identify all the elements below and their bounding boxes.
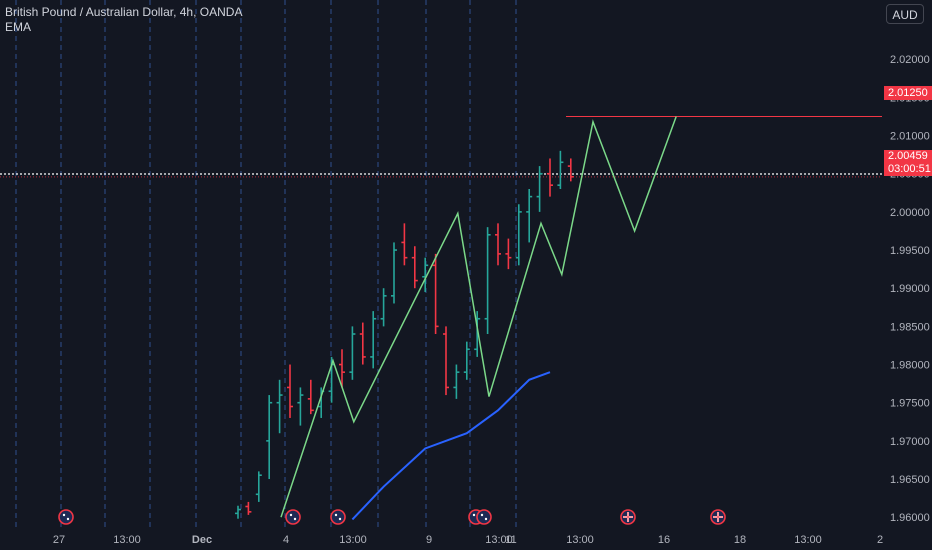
current-price-tag: 2.00459 03:00:51 <box>884 150 932 176</box>
flag-star <box>484 517 488 521</box>
flag-star <box>62 513 66 517</box>
zigzag-line <box>280 116 677 518</box>
price-tick-label: 2.02000 <box>890 54 930 66</box>
price-tick-label: 1.98000 <box>890 360 930 372</box>
time-tick-label: 13:00 <box>113 534 141 546</box>
uk-flag-icon[interactable] <box>620 509 636 525</box>
symbol-title[interactable]: British Pound / Australian Dollar, 4h, O… <box>5 5 243 19</box>
price-tick-label: 1.96000 <box>890 512 930 524</box>
price-tick-label: 1.97500 <box>890 398 930 410</box>
price-tick-label: 2.00000 <box>890 207 930 219</box>
ema-line <box>351 371 551 521</box>
chart-legend: British Pound / Australian Dollar, 4h, O… <box>5 5 242 35</box>
target-price-tag: 2.01250 <box>884 86 932 100</box>
au-flag-icon[interactable] <box>285 509 301 525</box>
time-tick-label: 13:00 <box>485 534 513 546</box>
flag-star <box>293 517 297 521</box>
event-marker-ring <box>330 509 346 525</box>
time-tick-label: 13:00 <box>794 534 822 546</box>
currency-button[interactable]: AUD <box>886 4 924 24</box>
candles <box>235 150 574 519</box>
time-tick-label: 9 <box>426 534 432 546</box>
au-flag-icon[interactable] <box>330 509 346 525</box>
ema-series <box>351 371 551 521</box>
time-tick-label: 11 <box>505 534 516 546</box>
au-flag-icon[interactable] <box>58 509 74 525</box>
time-tick-label: 16 <box>658 534 670 546</box>
au-flag-icon[interactable] <box>476 509 492 525</box>
flag-star <box>472 513 476 517</box>
flag-star <box>338 517 342 521</box>
flag-star <box>480 513 484 517</box>
flag-star <box>66 517 70 521</box>
price-tick-label: 1.97000 <box>890 436 930 448</box>
time-tick-label: 2 <box>877 534 883 546</box>
price-tick-label: 2.01000 <box>890 131 930 143</box>
flag-star <box>289 513 293 517</box>
price-tick-label: 1.98500 <box>890 321 930 333</box>
uk-flag-icon[interactable] <box>710 509 726 525</box>
price-tick-label: 1.99000 <box>890 283 930 295</box>
flag-star <box>334 513 338 517</box>
ema-indicator-label[interactable]: EMA <box>5 20 32 34</box>
time-tick-label: 27 <box>53 534 65 546</box>
event-marker-ring <box>58 509 74 525</box>
time-tick-label: Dec <box>192 534 212 546</box>
zigzag-series <box>280 116 677 518</box>
countdown-timer: 03:00:51 <box>888 163 931 175</box>
time-tick-label: 13:00 <box>339 534 367 546</box>
event-marker-ring <box>476 509 492 525</box>
time-tick-label: 13:00 <box>566 534 594 546</box>
current-price-value: 2.00459 <box>888 150 928 162</box>
price-tick-label: 1.96500 <box>890 474 930 486</box>
price-tick-label: 1.99500 <box>890 245 930 257</box>
event-marker-ring <box>285 509 301 525</box>
price-axis[interactable]: 2.020002.015002.010002.005002.000001.995… <box>890 54 930 524</box>
event-markers[interactable] <box>58 509 726 525</box>
horizontal-lines <box>0 115 882 178</box>
session-grid-lines <box>15 0 517 528</box>
time-tick-label: 18 <box>734 534 746 546</box>
time-tick-label: 4 <box>283 534 289 546</box>
